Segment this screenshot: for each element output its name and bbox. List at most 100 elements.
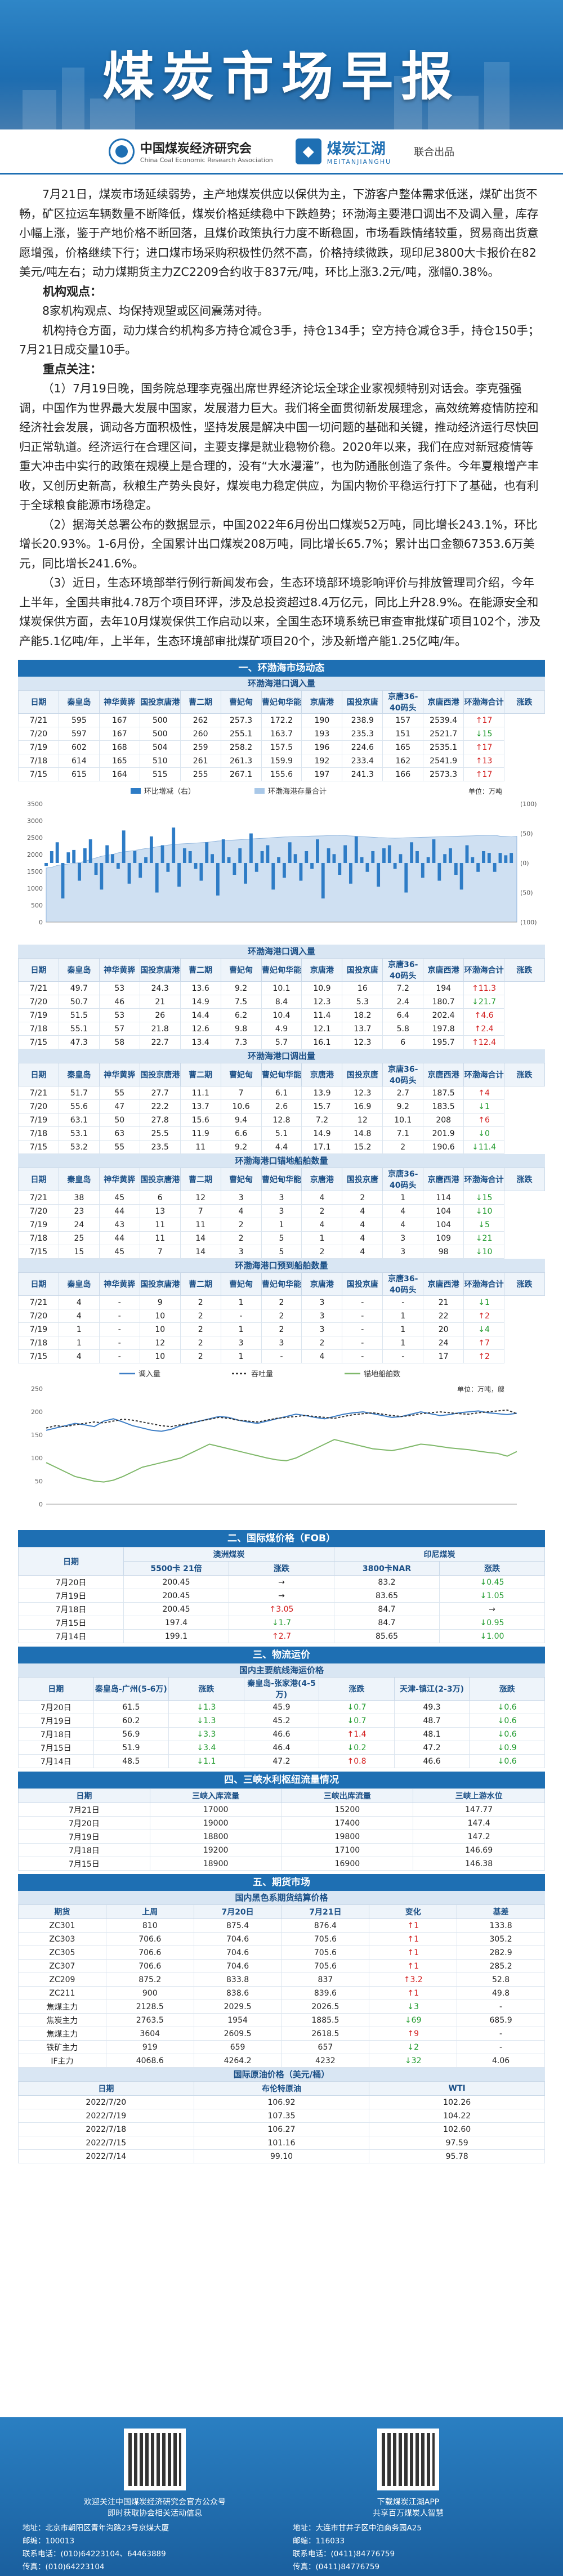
table-cell: ↓0.6 — [469, 1700, 545, 1714]
col-header: 秦皇岛-广州(5-6万) — [93, 1677, 169, 1701]
table-cell: 53 — [99, 981, 140, 995]
col-aus-chg: 涨跌 — [229, 1561, 334, 1576]
table-cell: 17.1 — [301, 1140, 343, 1154]
table-row: 7月21日 17000 15200 147.77 — [18, 1803, 545, 1817]
bar-change — [188, 851, 192, 863]
table-cell: 25.5 — [139, 1126, 181, 1141]
table-row: 7/21 595 167 500 262 257.3 172.2 190 238.9 157 253… — [18, 713, 545, 727]
table-cell: 2 — [180, 1349, 221, 1363]
table-cell: 1885.5 — [281, 2013, 370, 2027]
bar-change — [504, 855, 508, 863]
ccera-qr-code[interactable] — [124, 2429, 186, 2490]
table-cell: 44 — [99, 1204, 140, 1218]
table-cell: ↓11.4 — [463, 1140, 505, 1154]
table-cell: ↑17 — [463, 713, 505, 727]
table-row: 7月15日 18900 16900 146.38 — [18, 1857, 545, 1871]
right-caption-line2: 共享百万煤炭人智慧 — [373, 2509, 444, 2518]
table-cell: 1 — [220, 1322, 262, 1336]
section-bar-bohai: 一、环渤海市场动态 — [18, 660, 545, 677]
bar-change — [432, 839, 436, 863]
table-cell: 17100 — [281, 1843, 414, 1857]
left-contact-info: 地址：北京市朝阳区青年沟路23号京煤大厦 邮编：100013 联系电话：(010… — [23, 2522, 169, 2574]
col-header: 曹妃甸 — [220, 1063, 262, 1086]
table-cell: ↑4 — [463, 1086, 505, 1100]
col-header: 京唐港 — [301, 1272, 343, 1296]
legend-swatch-change — [131, 788, 141, 794]
table-cell: 10.6 — [220, 1099, 262, 1113]
table-cell: 233.4 — [342, 754, 383, 768]
table-cell: ↑6 — [463, 1113, 505, 1127]
table-cell: ↑13 — [463, 754, 505, 768]
table-cell: 157.5 — [261, 740, 302, 754]
table-cell: 1 — [382, 1309, 424, 1323]
mtjh-qr-code[interactable] — [377, 2429, 439, 2490]
table-cell: 15.7 — [301, 1099, 343, 1113]
table-cell: - — [342, 1309, 383, 1323]
col-header: 曹妃甸华能 — [261, 690, 302, 714]
col-header: 基差 — [457, 1904, 545, 1919]
col-header: 秦皇岛-张家港(4-5万) — [243, 1677, 320, 1701]
chart-unit-label: 单位：万吨，艘 — [457, 1385, 504, 1393]
col-header: 7月21日 — [281, 1904, 370, 1919]
table-cell: ↑7 — [463, 1336, 505, 1350]
table-cell: 4 — [301, 1191, 343, 1205]
table-cell: 2022/7/15 — [18, 2136, 194, 2150]
inventory-chart: 环比增减（右） 环渤海港存量合计 单位：万吨 0 500 1000 1500 2000 2500… — [18, 781, 545, 945]
table-cell: → — [229, 1575, 334, 1589]
bar-change — [88, 839, 92, 863]
table-row: 7/19 602 168 504 259 258.2 157.5 196 224.6 165 253… — [18, 740, 545, 754]
table-cell: 14.9 — [301, 1126, 343, 1141]
table-cell: 3 — [261, 1336, 302, 1350]
table-cell: - — [99, 1336, 140, 1350]
focus-paragraph-1: （1）7月19日晚，国务院总理李克强出席世界经济论坛全球企业家视频特别对话会。李… — [19, 382, 539, 512]
table-cell: 875.2 — [105, 1973, 194, 1987]
table-cell: 102.60 — [369, 2122, 545, 2136]
expected-ships-table: 日期 秦皇岛 神华黄骅 国投京唐港 曹二期 曹妃甸 曹妃甸华能 京唐港 国投京唐 京唐36-40码… — [18, 1272, 545, 1363]
table-cell: ↑1 — [369, 1932, 458, 1946]
table-cell: 104 — [423, 1204, 464, 1218]
table-cell: 200.45 — [123, 1602, 229, 1616]
table-cell: 2022/7/18 — [18, 2122, 194, 2136]
views-heading: 机构观点： — [43, 284, 102, 298]
table-cell: 7/15 — [18, 1140, 59, 1154]
col-header: 国投京唐 — [342, 1272, 383, 1296]
table-cell: 199.1 — [123, 1629, 229, 1643]
table-cell: 500 — [139, 727, 181, 741]
table-cell: 3 — [220, 1245, 262, 1259]
table-cell: 172.2 — [261, 713, 302, 727]
col-header: 秦皇岛 — [58, 1063, 100, 1086]
bar-change — [288, 842, 292, 863]
table-cell: 197 — [301, 767, 343, 781]
table-row: 2022/7/14 99.10 95.78 — [18, 2149, 545, 2163]
table-cell: ↓1 — [463, 1295, 505, 1309]
legend-label-change: 环比增减（右） — [144, 788, 195, 796]
table-cell: 5 — [261, 1231, 302, 1245]
bar-change — [144, 857, 148, 863]
bar-change — [404, 863, 408, 893]
table-row: 7月14日 48.5 ↓1.1 47.2 ↑0.8 46.6 ↓0.6 — [18, 1754, 545, 1768]
bar-change — [321, 863, 325, 898]
table-row: 7/20 50.7 46 21 14.9 7.5 8.4 12.3 5.3 2.4 180.7 ↓21… — [18, 995, 545, 1009]
table-title-anchor: 环渤海港口锚地船舶数量 — [18, 1154, 545, 1168]
table-cell: ↓1.1 — [168, 1754, 244, 1768]
table-row: 7/19 1-10 2 1 2 3-1 20 ↓4 — [18, 1322, 545, 1336]
table-cell: 84.7 — [334, 1602, 440, 1616]
table-row: 7月15日 197.4 ↓1.7 84.7 ↓0.95 — [18, 1616, 545, 1630]
table-cell: 235.3 — [342, 727, 383, 741]
table-cell: 60.2 — [93, 1714, 169, 1728]
table-cell: 4.06 — [457, 2054, 545, 2068]
col-header: 涨跌 — [504, 1168, 545, 1191]
table-cell: 4 — [58, 1295, 100, 1309]
table-row: ZC301 810 875.4 876.4 ↑1 133.8 — [18, 1918, 545, 1933]
table-cell: 1 — [220, 1349, 262, 1363]
table-cell: 6.4 — [382, 1008, 424, 1022]
table-cell: 7月14日 — [18, 1629, 124, 1643]
bar-change — [299, 863, 303, 881]
bar-change — [244, 863, 247, 884]
table-cell: 109 — [423, 1231, 464, 1245]
table-cell: 6 — [382, 1035, 424, 1049]
bar-change — [421, 863, 425, 878]
table-cell: 14.9 — [180, 995, 221, 1009]
table-cell: 14.8 — [342, 1126, 383, 1141]
col-header: 神华黄骅 — [99, 1063, 140, 1086]
